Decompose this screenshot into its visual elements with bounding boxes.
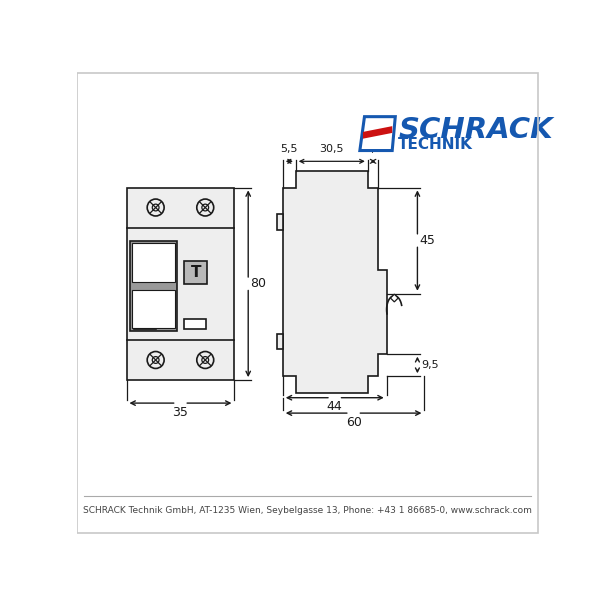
Text: 9,5: 9,5 xyxy=(421,360,439,370)
Bar xyxy=(130,241,178,331)
Bar xyxy=(127,187,235,380)
Bar xyxy=(184,260,208,284)
Text: T: T xyxy=(191,265,201,280)
Bar xyxy=(132,290,175,328)
Bar xyxy=(277,214,283,230)
Text: 35: 35 xyxy=(173,406,188,419)
Bar xyxy=(277,334,283,349)
Polygon shape xyxy=(363,126,392,139)
Polygon shape xyxy=(283,170,386,393)
Text: 80: 80 xyxy=(250,277,266,290)
Polygon shape xyxy=(360,116,395,151)
Text: 45: 45 xyxy=(419,234,436,247)
Bar xyxy=(134,319,156,329)
Text: SCHRACK Technik GmbH, AT-1235 Wien, Seybelgasse 13, Phone: +43 1 86685-0, www.sc: SCHRACK Technik GmbH, AT-1235 Wien, Seyb… xyxy=(83,506,532,515)
Bar xyxy=(132,244,175,281)
Text: 30,5: 30,5 xyxy=(320,145,344,154)
Text: 60: 60 xyxy=(346,416,362,429)
Polygon shape xyxy=(391,294,398,302)
Text: 44: 44 xyxy=(327,400,343,413)
Text: SCHRACK: SCHRACK xyxy=(398,116,553,143)
Text: 4,5: 4,5 xyxy=(364,145,382,154)
Text: 5,5: 5,5 xyxy=(281,145,298,154)
Text: TECHNIK: TECHNIK xyxy=(398,137,473,152)
Bar xyxy=(184,319,206,329)
